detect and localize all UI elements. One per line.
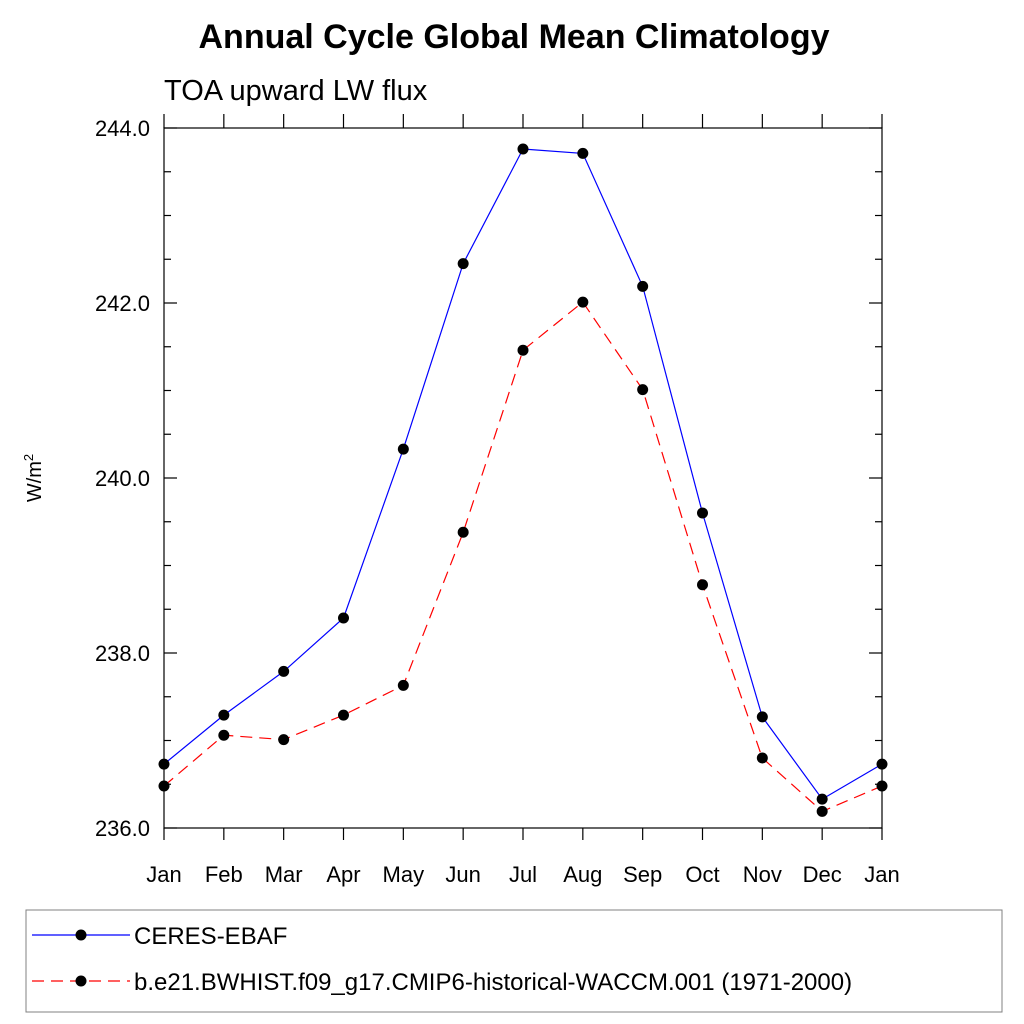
x-tick-label: Aug: [563, 862, 602, 887]
x-tick-label: Mar: [265, 862, 303, 887]
series-0-point: [158, 758, 170, 770]
series-0-point: [637, 280, 649, 292]
legend-marker-waccm: [75, 975, 87, 987]
series-0-point: [457, 258, 469, 270]
chart-subtitle: TOA upward LW flux: [164, 75, 428, 107]
y-tick-label: 236.0: [95, 816, 150, 841]
series-0-point: [278, 665, 290, 677]
chart-title: Annual Cycle Global Mean Climatology: [199, 18, 830, 56]
legend: CERES-EBAF b.e21.BWHIST.f09_g17.CMIP6-hi…: [25, 909, 1003, 1013]
series-1-point: [218, 729, 230, 741]
legend-label-waccm: b.e21.BWHIST.f09_g17.CMIP6-historical-WA…: [134, 969, 852, 996]
legend-box: [25, 909, 1003, 1013]
y-axis-label-sup: 2: [21, 454, 36, 461]
axis-ticks: [163, 114, 883, 840]
x-tick-label: Apr: [326, 862, 360, 887]
series-1-point: [697, 579, 708, 591]
series-1-point: [637, 384, 649, 396]
x-tick-label: Sep: [623, 862, 662, 887]
x-tick-label: May: [383, 862, 425, 887]
y-tick-label: 238.0: [95, 641, 150, 666]
y-axis-label-base: W/m: [24, 461, 46, 502]
legend-label-ceres: CERES-EBAF: [134, 923, 287, 950]
series-0-point: [397, 443, 409, 455]
x-tick-label: Feb: [205, 862, 243, 887]
legend-marker-ceres: [75, 929, 87, 941]
series-group: [158, 143, 888, 817]
y-tick-labels: 236.0 238.0 240.0 242.0 244.0: [95, 116, 150, 841]
series-1-point: [517, 344, 529, 356]
x-tick-label: Jun: [445, 862, 480, 887]
series-1-point: [457, 526, 469, 538]
series-1-point: [158, 780, 170, 792]
series-line-0: [163, 148, 883, 800]
series-0-point: [338, 612, 349, 624]
x-tick-label: Jan: [864, 862, 899, 887]
y-tick-label: 240.0: [95, 466, 150, 491]
series-0-point: [517, 143, 529, 155]
series-0-point: [577, 147, 589, 159]
series-1-point: [577, 296, 589, 308]
y-axis-label: W/m2: [21, 454, 46, 502]
series-1-point: [876, 780, 888, 792]
series-0-point: [756, 711, 768, 723]
series-1-point: [756, 752, 768, 764]
series-0-point: [218, 709, 230, 721]
x-tick-label: Dec: [803, 862, 842, 887]
x-tick-label: Nov: [743, 862, 782, 887]
svg-text:W/m2: W/m2: [21, 454, 46, 502]
series-1-point: [816, 805, 828, 817]
series-1-point: [278, 734, 290, 746]
y-tick-label: 242.0: [95, 291, 150, 316]
x-tick-label: Oct: [685, 862, 719, 887]
series-0-point: [816, 793, 828, 805]
x-tick-label: Jul: [509, 862, 537, 887]
series-1-point: [338, 709, 349, 721]
series-0-point: [876, 758, 888, 770]
series-0-point: [697, 507, 708, 519]
series-1-point: [397, 679, 409, 691]
x-tick-label: Jan: [146, 862, 181, 887]
series-line-1: [163, 301, 883, 813]
plot-frame: [163, 127, 883, 829]
x-tick-labels: Jan Feb Mar Apr May Jun Jul Aug Sep Oct Nov Dec Jan: [146, 862, 899, 887]
y-tick-label: 244.0: [95, 116, 150, 141]
